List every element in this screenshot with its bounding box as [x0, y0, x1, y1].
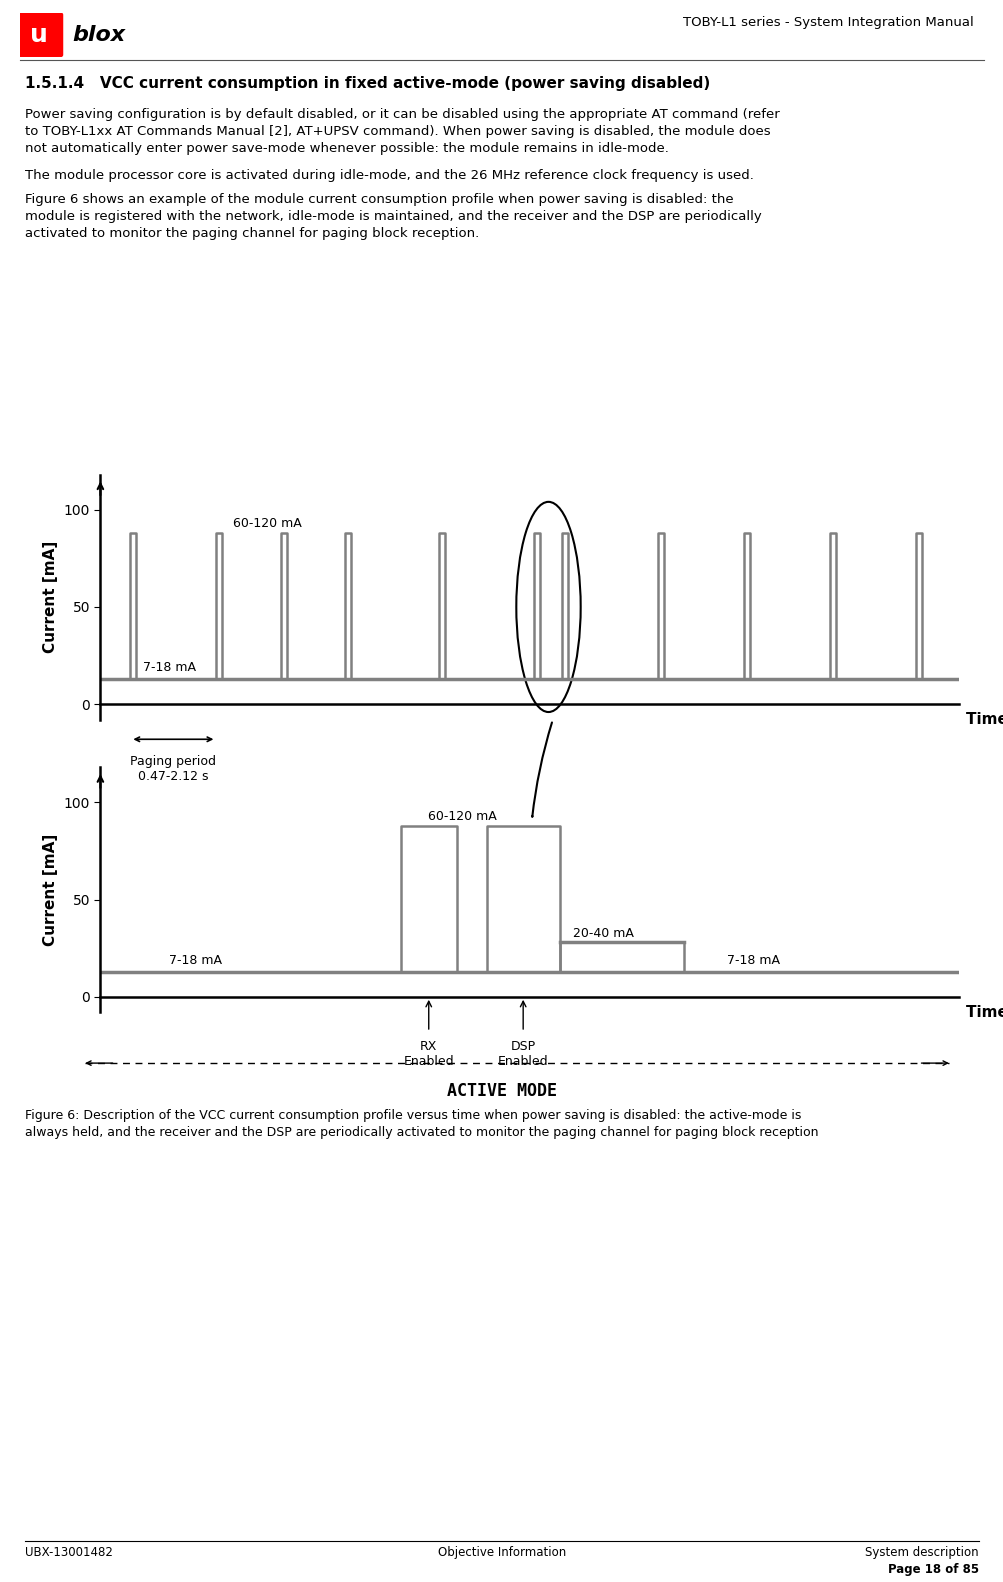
Text: ACTIVE MODE: ACTIVE MODE — [446, 1082, 557, 1099]
Text: Power saving configuration is by default disabled, or it can be disabled using t: Power saving configuration is by default… — [25, 108, 779, 155]
Y-axis label: Current [mA]: Current [mA] — [43, 541, 58, 653]
Text: System description: System description — [865, 1546, 978, 1558]
Text: Page 18 of 85: Page 18 of 85 — [887, 1563, 978, 1576]
Text: 1.5.1.4   VCC current consumption in fixed active-mode (power saving disabled): 1.5.1.4 VCC current consumption in fixed… — [25, 76, 710, 90]
Text: RX
Enabled: RX Enabled — [403, 1039, 453, 1068]
Text: The module processor core is activated during idle-mode, and the 26 MHz referenc: The module processor core is activated d… — [25, 169, 753, 182]
Text: 60-120 mA: 60-120 mA — [234, 517, 302, 530]
Text: TOBY-L1 series - System Integration Manual: TOBY-L1 series - System Integration Manu… — [682, 16, 973, 28]
Text: 7-18 mA: 7-18 mA — [169, 954, 222, 967]
Text: DSP
Enabled: DSP Enabled — [497, 1039, 548, 1068]
Text: 7-18 mA: 7-18 mA — [143, 661, 197, 674]
Text: Paging period
0.47-2.12 s: Paging period 0.47-2.12 s — [130, 755, 217, 783]
Text: Objective Information: Objective Information — [437, 1546, 566, 1558]
Text: Figure 6 shows an example of the module current consumption profile when power s: Figure 6 shows an example of the module … — [25, 193, 761, 240]
Text: 20-40 mA: 20-40 mA — [572, 927, 633, 940]
Text: u: u — [30, 22, 48, 47]
Text: Figure 6: Description of the VCC current consumption profile versus time when po: Figure 6: Description of the VCC current… — [25, 1109, 817, 1139]
FancyBboxPatch shape — [16, 13, 62, 57]
Text: Time [s]: Time [s] — [965, 712, 1003, 728]
Y-axis label: Current [mA]: Current [mA] — [43, 834, 58, 946]
Text: Time [ms]: Time [ms] — [965, 1005, 1003, 1020]
Text: UBX-13001482: UBX-13001482 — [25, 1546, 113, 1558]
Text: blox: blox — [72, 25, 125, 44]
Text: 60-120 mA: 60-120 mA — [428, 810, 496, 823]
Text: 7-18 mA: 7-18 mA — [726, 954, 779, 967]
